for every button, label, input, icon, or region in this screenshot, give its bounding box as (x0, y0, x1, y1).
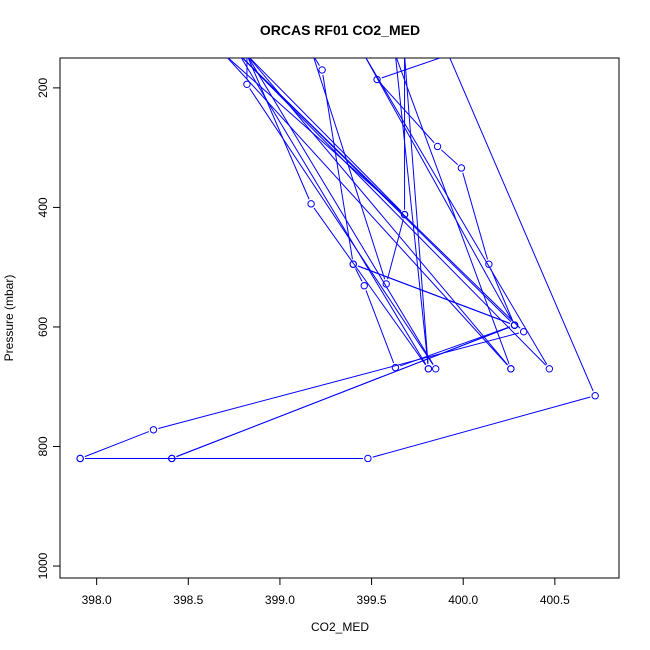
data-point (364, 454, 372, 463)
series-segment (372, 396, 591, 458)
data-point (545, 365, 554, 373)
data-point (149, 426, 158, 434)
y-axis: 200 400 600 800 1000 (36, 78, 60, 579)
x-tick-label: 399.0 (265, 593, 295, 607)
series-segment (365, 58, 548, 365)
data-point (485, 260, 493, 268)
series-segment (249, 88, 434, 365)
x-tick-label: 400.5 (540, 593, 570, 607)
series-segment (248, 58, 434, 365)
y-tick-label: 800 (36, 436, 50, 456)
data-point (507, 365, 515, 373)
y-tick-label: 1000 (36, 552, 50, 579)
series-segment (399, 326, 510, 367)
series-segment (84, 431, 149, 458)
series-segment (449, 58, 594, 392)
series-segment (365, 290, 395, 364)
data-point (424, 365, 433, 373)
series-segment (381, 58, 442, 79)
series-segment (247, 58, 310, 200)
series-segment (248, 58, 509, 366)
series-segment (226, 58, 508, 366)
data-point (433, 142, 442, 151)
y-axis-label: Pressure (mbar) (2, 275, 16, 362)
series-segment (158, 332, 519, 429)
y-tick-label: 200 (36, 78, 50, 98)
series-segment (240, 58, 427, 365)
series-segment (440, 149, 459, 165)
series-segment (176, 326, 511, 458)
series-segment (462, 172, 488, 260)
x-tick-label: 398.5 (173, 593, 203, 607)
data-point (360, 282, 368, 290)
x-tick-label: 399.5 (357, 593, 387, 607)
data-point (318, 66, 326, 74)
data-point (76, 454, 84, 463)
series-segment (404, 58, 429, 364)
data-point (400, 210, 409, 219)
series-segment (249, 58, 402, 212)
y-tick-label: 600 (36, 317, 50, 337)
data-point (373, 75, 381, 84)
data-point (382, 280, 390, 288)
data-point (391, 363, 400, 372)
series-segment (227, 58, 402, 212)
series-segment (313, 207, 426, 366)
data-point (307, 200, 315, 208)
series-co2-med (76, 58, 599, 463)
series-segment (380, 82, 435, 144)
data-point (457, 164, 466, 172)
x-axis-label: CO2_MED (311, 620, 369, 634)
data-point (432, 365, 440, 373)
x-tick-label: 398.0 (82, 593, 112, 607)
series-segment (365, 58, 513, 322)
data-point (519, 328, 528, 336)
series-segment (357, 265, 511, 324)
series-segment (322, 74, 353, 260)
series-segment (395, 58, 510, 365)
data-point (243, 80, 251, 88)
x-axis: 398.0 398.5 399.0 399.5 400.0 400.5 (82, 578, 570, 607)
series-segment (355, 268, 363, 282)
data-point (349, 260, 357, 268)
x-tick-label: 400.0 (448, 593, 478, 607)
plot-frame (59, 57, 620, 579)
data-point (168, 454, 176, 463)
series-segment (395, 58, 429, 364)
data-point (591, 392, 599, 400)
series-segment (314, 58, 320, 66)
series-segment (313, 58, 386, 280)
data-point (510, 321, 519, 329)
y-tick-label: 400 (36, 197, 50, 217)
chart-title: ORCAS RF01 CO2_MED (260, 22, 420, 38)
series-segment (490, 268, 514, 321)
series-segment (387, 219, 404, 280)
